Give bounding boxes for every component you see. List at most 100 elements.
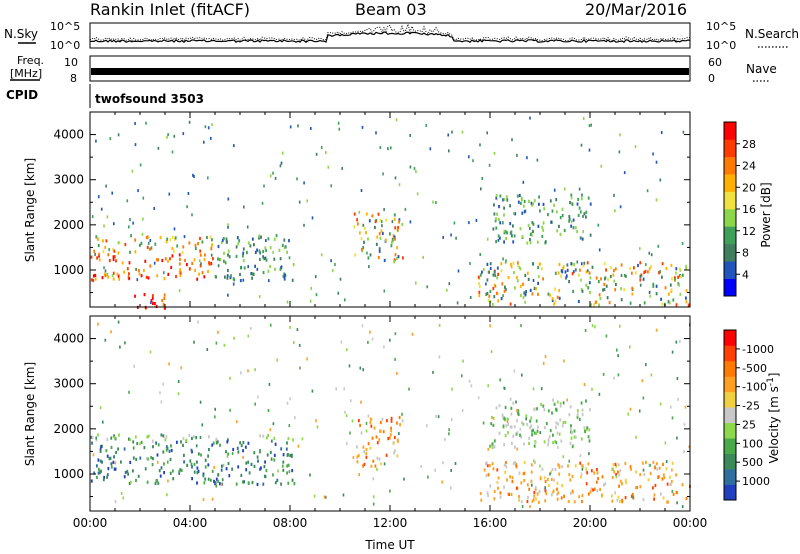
echo-cell — [398, 415, 401, 420]
echo-cell — [357, 454, 360, 458]
echo-cell — [117, 320, 120, 324]
echo-cell — [123, 447, 126, 451]
echo-cell — [659, 402, 662, 406]
echo-cell — [577, 213, 580, 217]
echo-cell — [573, 263, 575, 267]
echo-cell — [215, 341, 218, 345]
echo-cell — [552, 441, 554, 445]
echo-cell — [667, 500, 669, 504]
echo-cell — [202, 498, 205, 501]
echo-cell — [561, 214, 564, 218]
echo-cell — [334, 263, 336, 266]
colorbar-segment — [724, 391, 736, 408]
echo-cell — [389, 433, 392, 437]
echo-cell — [92, 278, 95, 283]
echo-cell — [393, 435, 396, 440]
echo-cell — [136, 442, 139, 446]
echo-cell — [156, 258, 158, 262]
echo-cell — [478, 290, 481, 294]
echo-cell — [532, 229, 534, 233]
echo-cell — [547, 483, 550, 488]
echo-cell — [642, 468, 645, 472]
echo-cell — [337, 291, 340, 295]
echo-cell — [659, 178, 662, 182]
echo-cell — [214, 481, 217, 485]
echo-cell — [572, 270, 575, 274]
echo-cell — [532, 498, 535, 502]
echo-cell — [377, 255, 380, 260]
echo-cell — [652, 460, 655, 464]
echo-cell — [576, 415, 579, 419]
echo-cell — [580, 143, 583, 147]
echo-cell — [563, 359, 565, 363]
echo-cell — [160, 400, 163, 404]
echo-cell — [339, 277, 342, 281]
y-tick-label: 1000 — [53, 467, 84, 481]
echo-cell — [113, 434, 115, 438]
echo-cell — [298, 200, 301, 204]
echo-cell — [96, 256, 98, 260]
freq-label-line2: [MHz] — [10, 67, 42, 80]
echo-cell — [385, 218, 388, 222]
echo-cell — [372, 459, 375, 463]
nave-tick-high: 60 — [708, 56, 722, 69]
echo-cell — [532, 202, 535, 206]
echo-cell — [426, 424, 428, 428]
echo-cell — [183, 235, 186, 239]
echo-cell — [390, 244, 393, 248]
echo-cell — [429, 147, 432, 151]
echo-cell — [614, 462, 617, 466]
echo-cell — [636, 485, 638, 490]
echo-cell — [358, 419, 360, 423]
echo-cell — [644, 269, 647, 273]
echo-cell — [540, 387, 543, 391]
echo-cell — [303, 223, 305, 227]
echo-cell — [208, 435, 210, 439]
echo-cell — [503, 229, 506, 233]
y-tick-label: 3000 — [53, 377, 84, 391]
echo-cell — [211, 497, 214, 501]
echo-cell — [188, 241, 191, 245]
echo-cell — [643, 270, 646, 274]
echo-cell — [635, 470, 637, 474]
echo-cell — [526, 271, 529, 275]
echo-cell — [532, 428, 534, 432]
echo-cell — [495, 194, 498, 198]
echo-cell — [495, 196, 498, 200]
echo-cell — [531, 433, 533, 437]
echo-cell — [227, 197, 230, 201]
echo-cell — [288, 256, 291, 260]
echo-cell — [526, 156, 528, 160]
echo-cell — [552, 398, 554, 402]
echo-cell — [123, 475, 126, 479]
echo-cell — [505, 461, 507, 465]
echo-cell — [148, 247, 151, 251]
echo-cell — [378, 232, 381, 236]
echo-cell — [551, 297, 554, 301]
echo-cell — [280, 161, 283, 165]
echo-cell — [639, 283, 642, 287]
echo-cell — [556, 497, 559, 501]
echo-cell — [568, 280, 570, 284]
echo-cell — [282, 468, 285, 472]
echo-cell — [287, 453, 289, 457]
echo-cell — [662, 473, 665, 477]
echo-cell — [652, 284, 655, 288]
echo-cell — [236, 236, 239, 240]
echo-cell — [624, 274, 627, 278]
echo-cell — [182, 132, 185, 136]
echo-cell — [268, 382, 271, 386]
echo-cell — [676, 436, 678, 440]
echo-cell — [367, 237, 369, 241]
echo-cell — [95, 438, 98, 442]
echo-cell — [253, 243, 255, 247]
colorbar-tick-label: 25 — [742, 418, 756, 431]
echo-cell — [391, 220, 394, 224]
echo-cell — [543, 207, 546, 211]
echo-cell — [196, 277, 199, 281]
echo-cell — [496, 276, 499, 280]
echo-cell — [506, 478, 508, 482]
echo-cell — [509, 397, 512, 401]
echo-cell — [519, 433, 521, 437]
echo-cell — [94, 277, 97, 281]
